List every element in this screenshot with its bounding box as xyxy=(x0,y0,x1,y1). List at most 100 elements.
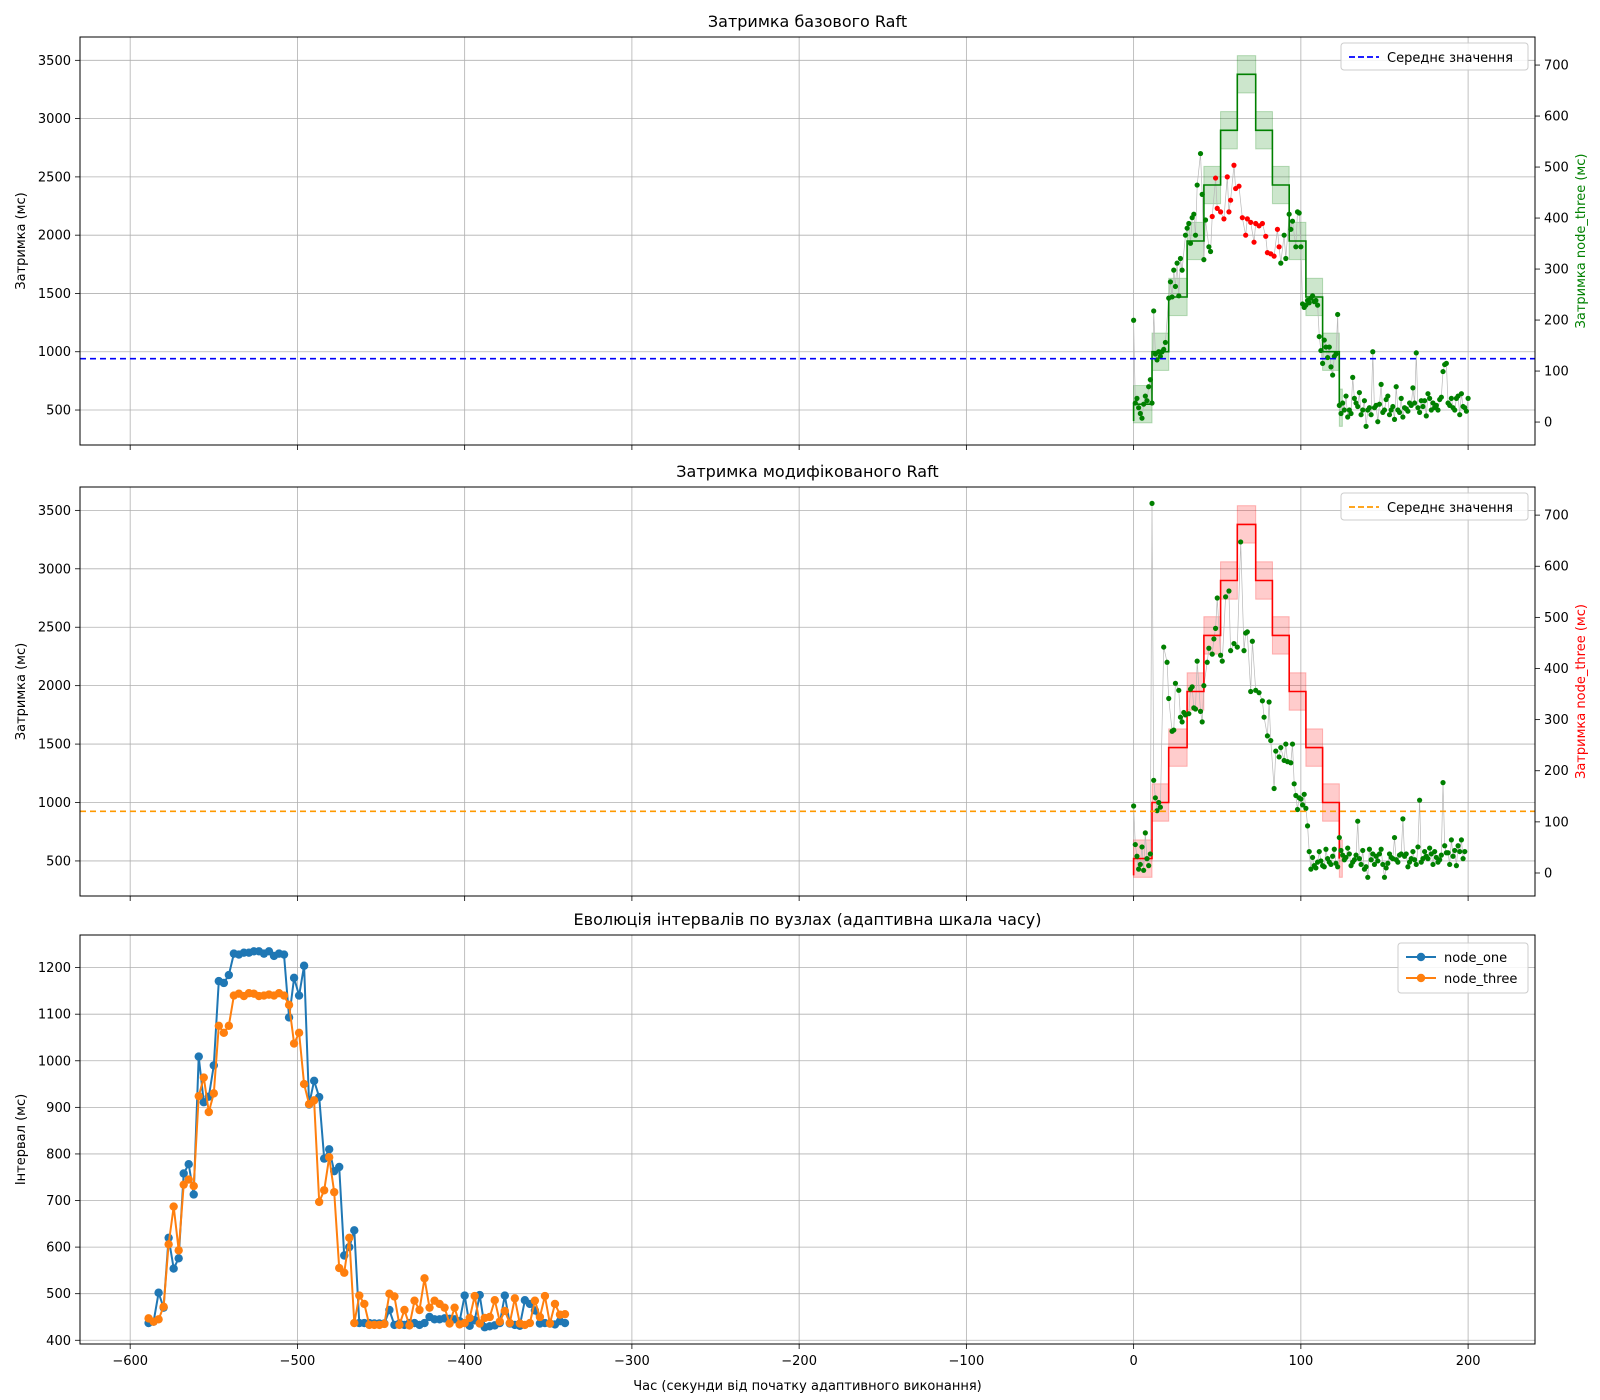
data-point xyxy=(1197,150,1204,157)
data-point xyxy=(1465,395,1471,401)
series-marker-node_three xyxy=(540,1291,550,1301)
y2-tick-label: 300 xyxy=(1544,713,1569,728)
data-point xyxy=(1400,414,1406,420)
axes-frame xyxy=(79,934,1536,1345)
data-point xyxy=(1438,852,1444,858)
series-marker-node_three xyxy=(355,1291,364,1300)
highlight-point xyxy=(1226,209,1232,215)
data-point xyxy=(1345,414,1351,420)
series-marker-node_three xyxy=(194,1091,203,1101)
series-marker-node_three xyxy=(415,1305,424,1315)
data-point xyxy=(1380,861,1386,868)
data-point xyxy=(1351,857,1357,863)
highlight-point xyxy=(1243,232,1249,238)
data-point xyxy=(1176,293,1182,299)
series-marker-node_three xyxy=(294,1028,304,1038)
data-point xyxy=(1318,347,1324,354)
series-marker-node_three xyxy=(174,1246,183,1255)
data-point xyxy=(1137,410,1143,417)
data-point xyxy=(1261,714,1267,720)
data-point xyxy=(1370,349,1376,355)
y-tick-label: 500 xyxy=(46,1287,71,1302)
data-point xyxy=(1371,861,1378,868)
legend-marker xyxy=(1416,973,1426,983)
data-point xyxy=(1321,864,1327,870)
series-marker-node_three xyxy=(159,1302,168,1311)
series-marker-node_three xyxy=(405,1321,414,1330)
series-marker-node_three xyxy=(224,1021,234,1031)
data-point xyxy=(1346,851,1352,857)
series-marker-node_three xyxy=(324,1153,334,1162)
x-tick-label: −300 xyxy=(614,1354,650,1369)
data-point xyxy=(1298,244,1304,250)
data-point xyxy=(1328,861,1334,868)
series-marker-node_three xyxy=(475,1319,484,1328)
series-marker-node_three xyxy=(440,1303,449,1312)
data-point xyxy=(1278,744,1284,751)
data-point xyxy=(1458,391,1465,397)
data-point xyxy=(1142,830,1148,836)
data-point xyxy=(1142,393,1148,399)
series-marker-node_three xyxy=(169,1202,178,1211)
y2-tick-label: 400 xyxy=(1544,212,1569,227)
data-point xyxy=(1356,856,1362,862)
series-marker-node_three xyxy=(314,1197,324,1207)
data-point xyxy=(1313,297,1319,304)
legend-label: Середнє значення xyxy=(1387,51,1513,66)
data-point xyxy=(1147,851,1153,857)
data-point xyxy=(1415,844,1421,850)
data-point xyxy=(1308,866,1314,872)
y2-tick-label: 500 xyxy=(1544,161,1569,176)
highlight-point xyxy=(1244,216,1250,222)
data-point xyxy=(1172,680,1179,686)
data-point xyxy=(1390,403,1396,410)
data-point xyxy=(1351,395,1357,401)
y2-tick-label: 700 xyxy=(1544,509,1569,524)
data-point xyxy=(1309,854,1316,861)
chart-title: Затримка базового Raft xyxy=(708,12,907,31)
data-point xyxy=(1338,847,1344,854)
data-point xyxy=(1405,864,1411,870)
data-point xyxy=(1366,846,1373,852)
y-tick-label: 600 xyxy=(46,1241,71,1256)
data-point xyxy=(1206,645,1212,651)
series-marker-node_three xyxy=(319,1186,329,1195)
data-point xyxy=(1182,232,1189,238)
data-point xyxy=(1177,255,1184,262)
data-point xyxy=(1146,384,1152,390)
data-point xyxy=(1341,407,1347,413)
data-point xyxy=(1361,398,1368,404)
data-point xyxy=(1244,629,1250,635)
data-point xyxy=(1294,806,1301,813)
data-point xyxy=(1207,248,1214,255)
data-point xyxy=(1376,401,1383,407)
data-point xyxy=(1345,845,1351,851)
series-marker-node_three xyxy=(204,1107,213,1117)
series-marker-node_one xyxy=(199,1098,208,1107)
data-point xyxy=(1131,803,1137,809)
data-point xyxy=(1391,834,1398,841)
data-point xyxy=(1226,588,1232,594)
series-marker-node_three xyxy=(420,1274,429,1283)
legend: Середнє значення xyxy=(1340,492,1529,521)
data-point xyxy=(1350,374,1356,380)
data-point xyxy=(1455,843,1461,849)
series-marker-node_one xyxy=(154,1288,163,1297)
data-point xyxy=(1335,311,1341,318)
data-point xyxy=(1291,781,1297,787)
y-tick-label: 1500 xyxy=(38,287,71,302)
legend: node_one node_three xyxy=(1397,942,1529,994)
data-point xyxy=(1264,733,1271,739)
data-point xyxy=(1448,837,1454,843)
y2-tick-label: 500 xyxy=(1544,611,1569,626)
data-point xyxy=(1355,818,1361,824)
series-marker-node_three xyxy=(284,1000,294,1010)
data-point xyxy=(1162,339,1168,346)
data-point xyxy=(1386,412,1393,418)
data-point xyxy=(1166,695,1172,702)
data-point xyxy=(1413,861,1419,868)
y2-tick-label: 0 xyxy=(1544,416,1552,431)
series-marker-node_three xyxy=(525,1318,535,1328)
data-point xyxy=(1400,816,1406,822)
data-point xyxy=(1360,847,1366,854)
